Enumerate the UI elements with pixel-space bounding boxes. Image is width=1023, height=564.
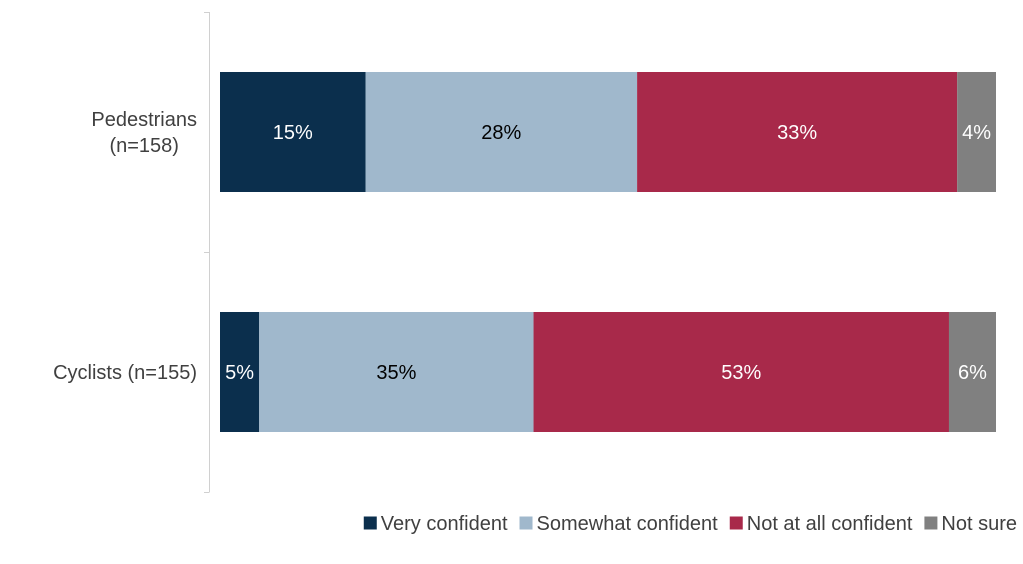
legend-item: Somewhat confident [519, 513, 719, 535]
legend-item: Very confident [363, 513, 508, 535]
bar-segment [533, 312, 949, 432]
data-labels-layer: 15% 28% 33% 4% 5% 35% 53% 6% [225, 122, 991, 384]
legend-swatch [363, 516, 377, 530]
bar-segment [259, 312, 534, 432]
data-label: 6% [958, 362, 987, 384]
category-labels-layer: Pedestrians (n=158) Cyclists (n=155) [53, 109, 197, 384]
category-label-line: Cyclists (n=155) [53, 362, 197, 384]
legend-label: Very confident [381, 513, 508, 535]
data-label: 28% [481, 122, 521, 144]
bar-segment [220, 72, 366, 192]
legend-item: Not at all confident [729, 513, 913, 535]
data-label: 15% [273, 122, 313, 144]
legend-swatch [729, 516, 743, 530]
data-label: 35% [376, 362, 416, 384]
legend: Very confident Somewhat confident Not at a… [363, 513, 1017, 535]
data-label: 5% [225, 362, 254, 384]
legend-label: Somewhat confident [537, 513, 719, 535]
legend-label: Not sure [941, 513, 1017, 535]
bar-segment [220, 312, 260, 432]
data-label: 53% [721, 362, 761, 384]
legend-swatch [924, 516, 938, 530]
bar-segment [637, 72, 958, 192]
bar-segment [957, 72, 996, 192]
legend-label: Not at all confident [747, 513, 913, 535]
axis-layer [204, 12, 210, 493]
legend-item: Not sure [924, 513, 1017, 535]
category-label-line: Pedestrians [91, 109, 197, 131]
category-label: Pedestrians (n=158) [91, 109, 197, 157]
category-label-line: (n=158) [109, 135, 179, 157]
legend-swatch [519, 516, 533, 530]
data-label: 4% [962, 122, 991, 144]
data-label: 33% [777, 122, 817, 144]
category-label: Cyclists (n=155) [53, 362, 197, 384]
bar-segment [365, 72, 638, 192]
bar-segment [948, 312, 996, 432]
bars-layer [220, 72, 996, 432]
